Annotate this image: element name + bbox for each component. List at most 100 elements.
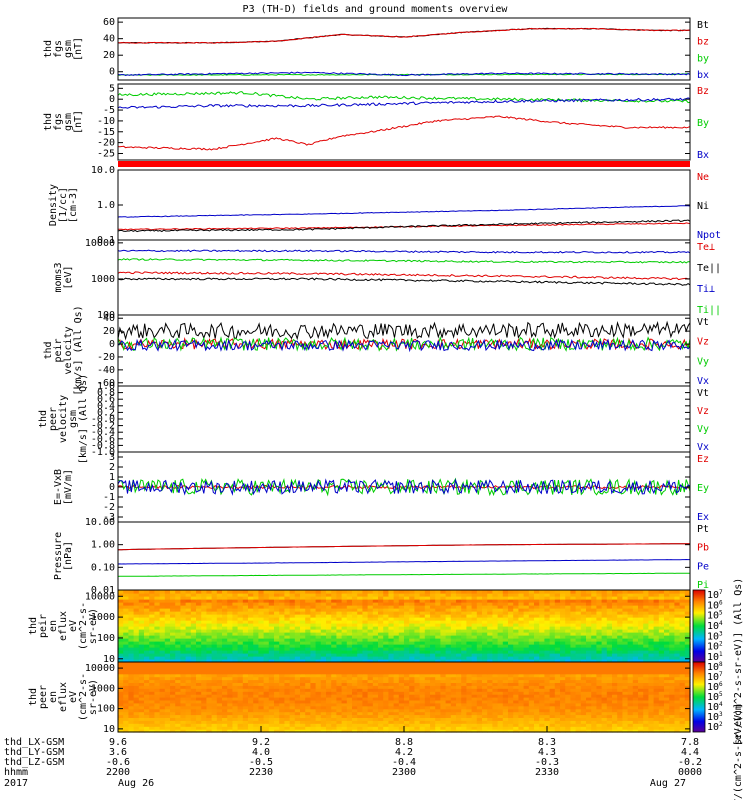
spectrogram-cell xyxy=(424,691,431,695)
spectrogram-cell xyxy=(159,679,166,683)
spectrogram-cell xyxy=(336,638,343,642)
spectrogram-cell xyxy=(606,697,613,701)
spectrogram-cell xyxy=(268,620,275,624)
spectrogram-cell xyxy=(502,605,509,609)
spectrogram-cell xyxy=(560,623,566,627)
spectrogram-cell xyxy=(669,605,675,609)
spectrogram-cell xyxy=(211,641,218,645)
spectrogram-cell xyxy=(508,644,514,648)
spectrogram-cell xyxy=(352,688,358,692)
spectrogram-cell xyxy=(164,711,171,716)
spectrogram-cell xyxy=(128,694,135,698)
spectrogram-cell xyxy=(565,726,571,730)
spectrogram-cell xyxy=(648,708,655,713)
spectrogram-cell xyxy=(528,596,535,600)
spectrogram-cell xyxy=(190,596,197,600)
spectrogram-cell xyxy=(508,708,514,713)
spectrogram-cell xyxy=(279,632,285,636)
spectrogram-cell xyxy=(232,705,239,710)
spectrogram-cell xyxy=(424,650,431,654)
spectrogram-cell xyxy=(123,632,129,636)
spectrogram-cell xyxy=(310,656,317,660)
spectrogram-cell xyxy=(419,602,426,606)
spectrogram-cell xyxy=(164,590,171,594)
spectrogram-cell xyxy=(294,647,301,651)
spectrogram-cell xyxy=(570,691,577,695)
spectrogram-cell xyxy=(502,702,509,707)
spectrogram-cell xyxy=(456,702,462,707)
spectrogram-cell xyxy=(554,691,561,695)
spectrogram-cell xyxy=(419,694,426,698)
spectrogram-cell xyxy=(284,632,291,636)
spectrogram-cell xyxy=(274,608,280,612)
spectrogram-cell xyxy=(627,656,634,660)
spectrogram-cell xyxy=(383,659,389,663)
spectrogram-cell xyxy=(539,629,545,633)
spectrogram-cell xyxy=(211,644,218,648)
spectrogram-cell xyxy=(367,644,374,648)
spectrogram-cell xyxy=(575,617,582,621)
spectrogram-cell xyxy=(341,702,348,707)
spectrogram-cell xyxy=(575,605,582,609)
spectrogram-cell xyxy=(461,614,467,618)
spectrogram-cell xyxy=(237,614,244,618)
spectrogram-cell xyxy=(222,717,228,721)
spectrogram-cell xyxy=(258,656,265,660)
spectrogram-cell xyxy=(383,679,389,683)
spectrogram-cell xyxy=(237,697,244,701)
spectrogram-cell xyxy=(393,682,400,686)
y-tick-label: 0.1 xyxy=(97,235,115,246)
spectrogram-cell xyxy=(279,714,285,718)
spectrogram-cell xyxy=(279,682,285,686)
spectrogram-cell xyxy=(357,596,363,600)
spectrogram-cell xyxy=(320,691,327,695)
spectrogram-cell xyxy=(606,620,613,624)
spectrogram-cell xyxy=(669,632,675,636)
spectrogram-cell xyxy=(300,720,306,724)
spectrogram-cell xyxy=(554,659,561,663)
spectrogram-cell xyxy=(123,699,129,704)
y-tick-label: 20 xyxy=(103,326,115,337)
spectrogram-cell xyxy=(232,729,239,733)
spectrogram-cell xyxy=(378,626,384,630)
spectrogram-cell xyxy=(435,617,441,621)
spectrogram-cell xyxy=(180,632,187,636)
spectrogram-cell xyxy=(627,623,634,627)
spectrogram-cell xyxy=(632,679,639,683)
spectrogram-cell xyxy=(305,614,311,618)
spectrogram-cell xyxy=(144,653,150,657)
spectrogram-cell xyxy=(164,723,171,727)
spectrogram-cell xyxy=(185,611,192,615)
spectrogram-cell xyxy=(341,705,348,710)
spectrogram-cell xyxy=(315,635,322,639)
spectrogram-cell xyxy=(430,682,436,686)
spectrogram-cell xyxy=(466,626,473,630)
spectrogram-cell xyxy=(227,679,233,683)
spectrogram-cell xyxy=(445,685,452,689)
spectrogram-cell xyxy=(643,605,649,609)
spectrogram-cell xyxy=(164,605,171,609)
spectrogram-cell xyxy=(383,629,389,633)
spectrogram-cell xyxy=(268,641,275,645)
spectrogram-cell xyxy=(211,729,218,733)
spectrogram-cell xyxy=(320,699,327,704)
spectrogram-cell xyxy=(528,682,535,686)
spectrogram-cell xyxy=(622,656,629,660)
spectrogram-cell xyxy=(222,656,228,660)
legend-Ti||: Ti|| xyxy=(697,305,721,316)
spectrogram-cell xyxy=(211,708,218,713)
spectrogram-cell xyxy=(128,608,135,612)
spectrogram-cell xyxy=(643,682,649,686)
spectrogram-cell xyxy=(586,641,592,645)
spectrogram-cell xyxy=(294,694,301,698)
spectrogram-cell xyxy=(409,676,415,681)
spectrogram-cell xyxy=(357,644,363,648)
spectrogram-cell xyxy=(393,679,400,683)
spectrogram-cell xyxy=(638,641,644,645)
spectrogram-cell xyxy=(352,650,358,654)
spectrogram-cell xyxy=(508,685,514,689)
spectrogram-cell xyxy=(133,708,140,713)
spectrogram-cell xyxy=(471,611,478,615)
spectrogram-cell xyxy=(170,623,176,627)
